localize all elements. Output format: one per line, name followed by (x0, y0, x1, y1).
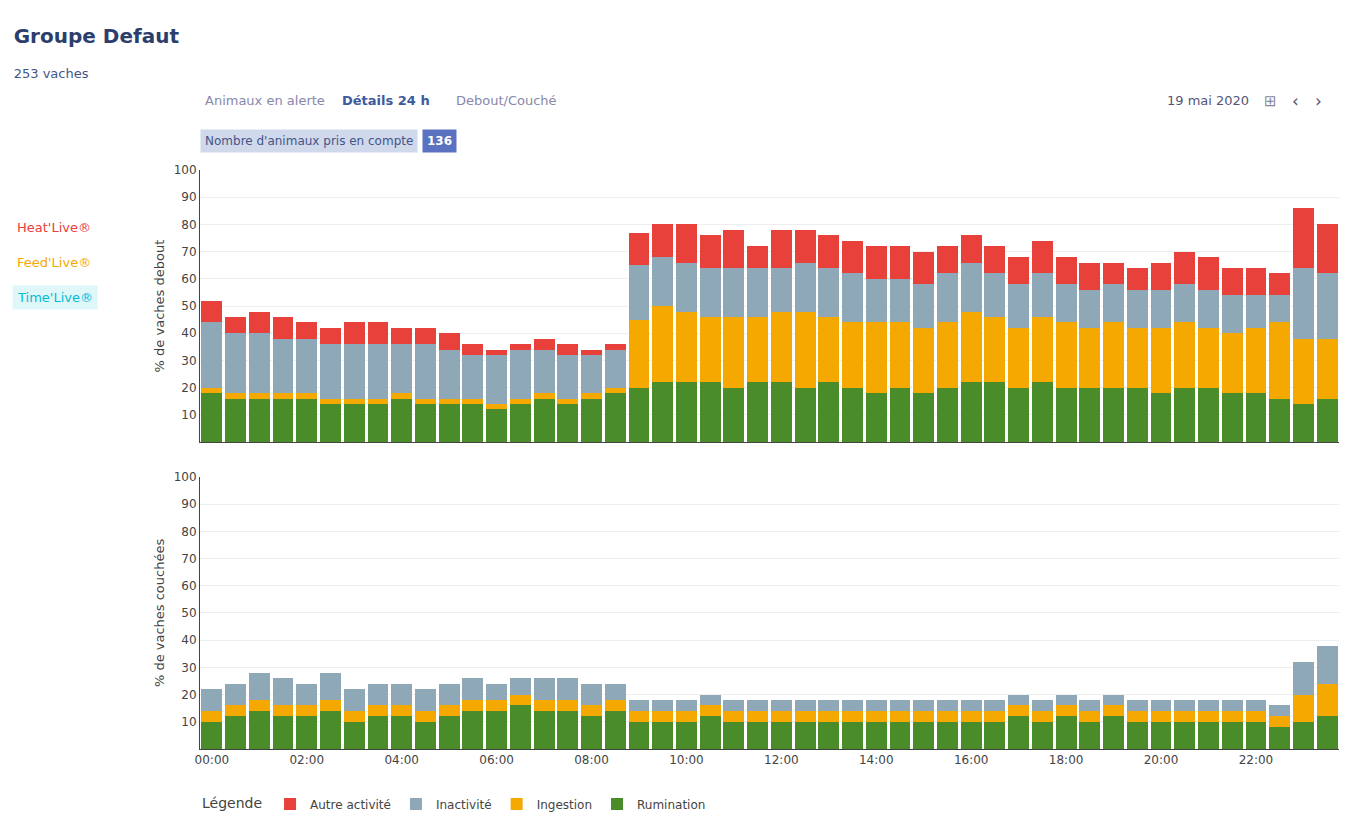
svg-text:22:00: 22:00 (1239, 753, 1274, 767)
svg-text:Feed'Live®: Feed'Live® (17, 255, 91, 270)
svg-text:20: 20 (181, 688, 196, 702)
svg-text:08:00: 08:00 (574, 753, 609, 767)
svg-text:% de vaches couchées: % de vaches couchées (152, 539, 167, 688)
svg-text:10: 10 (181, 408, 196, 422)
svg-text:⊞: ⊞ (1264, 92, 1277, 110)
svg-text:20:00: 20:00 (1144, 753, 1179, 767)
svg-text:10: 10 (181, 715, 196, 729)
svg-text:70: 70 (181, 245, 196, 259)
svg-text:Heat'Live®: Heat'Live® (17, 220, 91, 235)
svg-text:12:00: 12:00 (764, 753, 799, 767)
svg-text:Inactivité: Inactivité (436, 798, 492, 812)
svg-text:›: › (1315, 91, 1322, 111)
svg-text:136: 136 (427, 134, 452, 148)
svg-text:60: 60 (181, 579, 196, 593)
svg-text:02:00: 02:00 (289, 753, 324, 767)
svg-text:10:00: 10:00 (669, 753, 704, 767)
svg-text:90: 90 (181, 190, 196, 204)
svg-text:Légende: Légende (202, 795, 262, 811)
svg-text:30: 30 (181, 661, 196, 675)
svg-text:20: 20 (181, 381, 196, 395)
svg-text:50: 50 (181, 299, 196, 313)
svg-text:Rumination: Rumination (637, 798, 705, 812)
svg-text:80: 80 (181, 218, 196, 232)
svg-text:Détails 24 h: Détails 24 h (342, 93, 430, 108)
svg-text:Autre activité: Autre activité (310, 798, 391, 812)
svg-text:Ingestion: Ingestion (537, 798, 592, 812)
svg-text:60: 60 (181, 272, 196, 286)
svg-text:06:00: 06:00 (479, 753, 514, 767)
svg-text:% de vaches debout: % de vaches debout (152, 240, 167, 373)
svg-text:‹: ‹ (1292, 91, 1299, 111)
svg-text:30: 30 (181, 354, 196, 368)
svg-text:90: 90 (181, 497, 196, 511)
svg-text:Animaux en alerte: Animaux en alerte (205, 93, 325, 108)
svg-text:70: 70 (181, 552, 196, 566)
svg-text:Debout/Couché: Debout/Couché (456, 93, 557, 108)
svg-text:253 vaches: 253 vaches (14, 66, 89, 81)
svg-text:18:00: 18:00 (1049, 753, 1084, 767)
svg-text:100: 100 (174, 163, 197, 177)
svg-text:80: 80 (181, 525, 196, 539)
svg-text:19 mai 2020: 19 mai 2020 (1167, 93, 1249, 108)
svg-text:16:00: 16:00 (954, 753, 989, 767)
svg-text:50: 50 (181, 606, 196, 620)
svg-text:40: 40 (181, 633, 196, 647)
svg-text:00:00: 00:00 (195, 753, 230, 767)
svg-text:14:00: 14:00 (859, 753, 894, 767)
svg-text:Groupe Defaut: Groupe Defaut (14, 24, 180, 48)
svg-text:40: 40 (181, 326, 196, 340)
svg-text:04:00: 04:00 (384, 753, 419, 767)
svg-text:100: 100 (174, 470, 197, 484)
svg-text:Nombre d'animaux pris en compt: Nombre d'animaux pris en compte (205, 134, 413, 148)
svg-text:Time'Live®: Time'Live® (17, 290, 93, 305)
